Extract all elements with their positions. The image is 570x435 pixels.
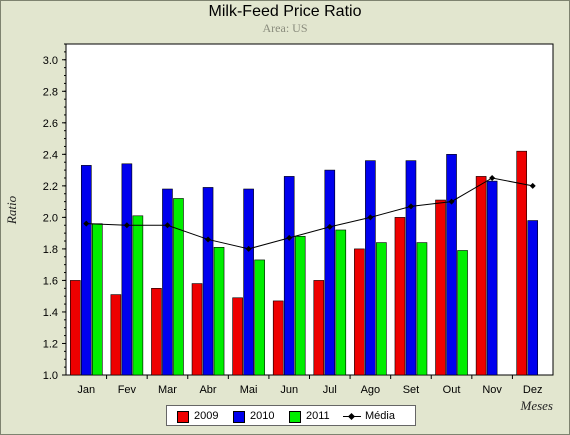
average-point-Mai: [245, 245, 252, 252]
average-point-Fev: [123, 222, 130, 229]
bar-2011-Fev: [132, 215, 144, 376]
x-tick-label: Fev: [118, 384, 137, 396]
bar-2010-Jan: [80, 165, 92, 376]
y-tick-label: 2.6: [43, 118, 58, 130]
x-tick-label: Set: [403, 384, 420, 396]
average-point-Ago: [367, 214, 374, 221]
average-point-Jan: [83, 220, 90, 227]
plot-area: [65, 43, 554, 376]
x-tick-label: Ago: [361, 384, 381, 396]
x-tick-label: Abr: [199, 384, 216, 396]
legend-swatch-2010: [233, 410, 245, 423]
chart-title: Milk-Feed Price Ratio: [208, 3, 362, 20]
bar-2009-Ago: [354, 248, 365, 376]
bar-2011-Ago: [376, 242, 387, 376]
legend-swatch-2011: [289, 410, 301, 423]
bar-2010-Ago: [365, 160, 376, 376]
x-tick-label: Out: [443, 384, 461, 396]
bar-2010-Mai: [243, 188, 254, 376]
x-tick-label: Jan: [77, 384, 95, 396]
bar-2010-Abr: [202, 187, 214, 376]
x-tick-label: Mai: [240, 384, 258, 396]
average-point-Abr: [205, 236, 212, 243]
bar-2009-Mai: [232, 297, 243, 376]
average-line: [86, 177, 533, 250]
legend-item-2011: 2011: [289, 410, 330, 423]
legend-swatch-2009: [177, 410, 189, 423]
bar-2011-Mai: [254, 259, 265, 376]
average-line-layer: [83, 174, 536, 252]
bar-2011-Jan: [91, 223, 103, 376]
bar-2009-Mar: [151, 288, 162, 376]
x-axis-title: Meses: [520, 398, 554, 413]
y-tick-label: 1.8: [43, 244, 58, 256]
y-tick-label: 1.6: [43, 275, 58, 287]
bar-2010-Mar: [162, 188, 173, 376]
average-point-Jun: [286, 234, 293, 241]
bars-layer: [69, 150, 539, 376]
x-tick-label: Nov: [482, 384, 502, 396]
bar-2010-Set: [405, 160, 417, 376]
legend: 2009 2010 2011 Média: [166, 405, 416, 426]
bar-2010-Fev: [121, 163, 133, 376]
legend-item-media: Média: [343, 410, 395, 423]
x-tick-label: Jun: [280, 384, 298, 396]
bar-2011-Jul: [335, 229, 347, 376]
bar-2009-Jul: [313, 280, 325, 376]
y-tick-label: 2.2: [43, 181, 58, 193]
bar-2009-Jun: [272, 300, 284, 376]
y-tick-label: 3.0: [43, 55, 58, 67]
bar-2009-Set: [394, 217, 406, 376]
y-tick-label: 1.2: [43, 338, 58, 350]
bar-2010-Jul: [324, 169, 336, 376]
average-point-Jul: [326, 223, 333, 230]
x-tick-label: Dez: [523, 384, 543, 396]
legend-label-2010: 2010: [250, 410, 275, 422]
bar-2010-Dez: [527, 220, 539, 376]
bar-2009-Out: [435, 199, 446, 376]
bar-2010-Out: [446, 154, 457, 376]
average-point-Out: [448, 198, 455, 205]
bar-2011-Out: [457, 250, 468, 376]
x-tick-label: Mar: [158, 384, 177, 396]
bar-2011-Abr: [213, 247, 225, 376]
bar-2010-Nov: [486, 180, 498, 376]
bar-2009-Abr: [191, 283, 203, 376]
y-axis-title: Ratio: [4, 195, 19, 225]
bar-2009-Nov: [475, 176, 487, 376]
bar-2010-Jun: [283, 176, 295, 376]
bar-2011-Jun: [294, 235, 306, 376]
chart-subtitle: Area: US: [262, 21, 308, 35]
y-tick-label: 1.4: [43, 307, 58, 319]
legend-label-media: Média: [365, 410, 395, 422]
bar-2009-Fev: [110, 294, 122, 376]
bar-2009-Jan: [69, 280, 81, 376]
y-tick-label: 2.4: [43, 149, 58, 161]
legend-item-2010: 2010: [233, 410, 274, 423]
y-tick-label: 2.0: [43, 212, 58, 224]
legend-label-2009: 2009: [194, 410, 219, 422]
bar-2009-Dez: [516, 150, 528, 376]
average-point-Mar: [164, 222, 171, 229]
x-axis: Jan Fev Mar Abr Mai Jun Jul Ago Set Out Nov Dez: [77, 375, 542, 396]
average-point-Set: [407, 203, 414, 210]
legend-line-marker-icon: [343, 412, 361, 422]
y-axis: 1.0 1.2 1.4 1.6 1.8 2.0 2.2 2.4 2.6 2.8 3.0: [43, 43, 66, 382]
average-point-Dez: [529, 182, 536, 189]
x-tick-label: Jul: [323, 384, 337, 396]
bar-2011-Mar: [173, 198, 184, 376]
y-tick-label: 2.8: [43, 86, 58, 98]
legend-item-2009: 2009: [177, 410, 218, 423]
bar-2011-Set: [416, 242, 428, 376]
y-tick-label: 1.0: [43, 370, 58, 382]
average-point-Nov: [489, 174, 496, 181]
legend-label-2011: 2011: [306, 410, 330, 422]
